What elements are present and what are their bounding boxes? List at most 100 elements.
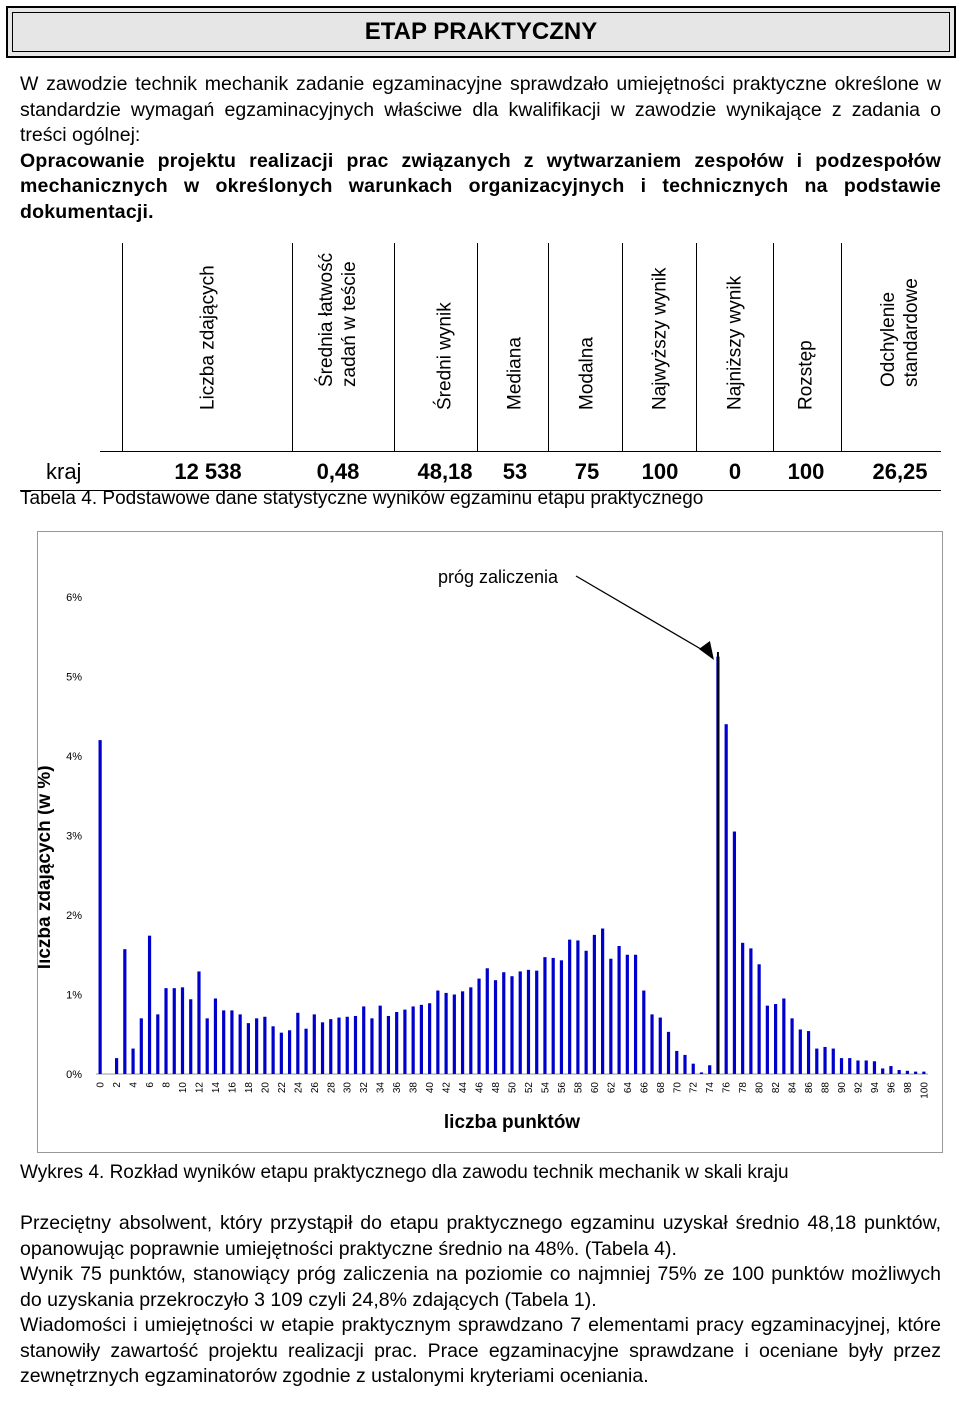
x-tick-label: 98 [903,1082,914,1094]
x-tick-label: 18 [244,1082,255,1094]
x-tick-label: 50 [508,1082,519,1094]
annotation-arrow-head [698,641,714,660]
bar-73 [699,1072,704,1074]
x-tick-label: 14 [211,1082,222,1094]
stats-header-col-8: Rozstęp [701,243,817,451]
x-tick-label: 10 [178,1082,189,1094]
annotation-arrow-line [575,575,707,653]
bar-38 [411,1006,415,1074]
bar-5 [139,1018,143,1074]
bar-69 [666,1031,671,1074]
bar-7 [156,1014,160,1074]
stats-header-col-7: Najniższy wynik [624,243,746,451]
bar-36 [395,1011,399,1074]
bar-53 [535,970,539,1074]
bar-26 [312,1014,316,1074]
y-tick-label: 1% [66,990,82,1002]
x-tick-label: 28 [326,1082,337,1094]
x-tick-label: 52 [524,1082,535,1094]
y-tick-label: 0% [66,1069,82,1081]
y-tick-label: 6% [66,592,82,604]
bar-86 [806,1031,811,1074]
x-tick-label: 86 [804,1082,815,1094]
x-tick-label: 44 [458,1082,469,1094]
bar-3 [123,949,127,1074]
bar-16 [230,1010,234,1074]
bar-15 [222,1010,226,1074]
x-tick-label: 0 [96,1082,107,1088]
bar-49 [502,972,506,1074]
bar-80 [757,964,761,1074]
bar-81 [765,1005,769,1074]
bar-82 [774,1004,778,1074]
bar-43 [452,994,456,1074]
bar-95 [881,1068,885,1074]
bar-13 [205,1018,209,1074]
bar-11 [189,999,193,1074]
x-tick-label: 78 [738,1082,749,1094]
title-banner: ETAP PRAKTYCZNY [6,6,956,58]
bar-85 [798,1029,802,1074]
x-tick-label: 26 [310,1082,321,1094]
x-tick-label: 80 [755,1082,766,1094]
x-tick-label: 66 [639,1082,650,1094]
stats-value-col-7: 0 [728,459,742,484]
x-tick-label: 6 [145,1082,156,1088]
bar-41 [436,990,440,1074]
x-tick-label: 68 [656,1082,667,1094]
stats-table-divider [100,451,941,452]
bar-92 [856,1060,860,1074]
x-tick-label: 74 [705,1082,716,1094]
stats-table-row: kraj 12 538 0,48 48,18 53 75 100 0 100 26,25 [20,459,941,489]
bar-64 [625,954,629,1074]
x-tick-label: 96 [886,1082,897,1094]
bar-37 [403,1009,407,1074]
bar-23 [287,1030,292,1074]
x-tick-label: 34 [376,1082,387,1094]
x-tick-label: 16 [227,1082,238,1094]
bar-17 [238,1014,242,1074]
x-tick-label: 88 [821,1082,832,1094]
bar-87 [815,1048,819,1074]
x-tick-label: 62 [606,1082,617,1094]
bar-20 [263,1016,267,1074]
bar-0 [98,740,102,1074]
bar-99 [914,1071,918,1074]
x-tick-label: 38 [409,1082,420,1094]
summary-paragraph-3: Wiadomości i umiejętności w etapie prakt… [20,1314,941,1387]
bar-97 [897,1070,901,1074]
bar-58 [576,940,580,1074]
bar-77 [732,831,737,1074]
bar-61 [601,928,605,1074]
stats-value-col-8: 100 [787,459,825,484]
bar-57 [568,939,572,1074]
bar-83 [782,998,786,1074]
stats-header-col-1: Liczba zdających [50,243,219,451]
chart-caption: Wykres 4. Rozkład wyników etapu praktycz… [20,1162,789,1183]
bar-100 [922,1071,926,1074]
y-tick-label: 4% [66,751,82,763]
stats-value-col-9: 26,25 [872,459,928,484]
bar-46 [477,978,481,1074]
bar-59 [584,950,588,1074]
bar-9 [172,988,176,1074]
summary-paragraph-1: Przeciętny absolwent, który przystąpił d… [20,1212,941,1260]
bar-50 [510,976,514,1074]
bar-35 [386,1015,391,1074]
bar-45 [469,987,473,1074]
x-tick-label: 48 [491,1082,502,1094]
stats-value-col-4: 53 [502,459,528,484]
x-tick-label: 32 [359,1082,370,1094]
x-tick-label: 8 [162,1082,173,1088]
threshold-annotation: próg zaliczenia [438,567,559,587]
bar-79 [749,948,753,1074]
bar-51 [518,971,522,1074]
x-tick-label: 12 [194,1082,205,1094]
intro-paragraph: W zawodzie technik mechanik zadanie egza… [20,73,941,146]
bar-4 [131,1048,135,1074]
bar-88 [823,1046,827,1074]
stats-header-col-3: Średni wynik [322,243,456,451]
x-tick-label: 42 [442,1082,453,1094]
x-tick-label: 82 [771,1082,782,1094]
bar-55 [551,957,555,1074]
